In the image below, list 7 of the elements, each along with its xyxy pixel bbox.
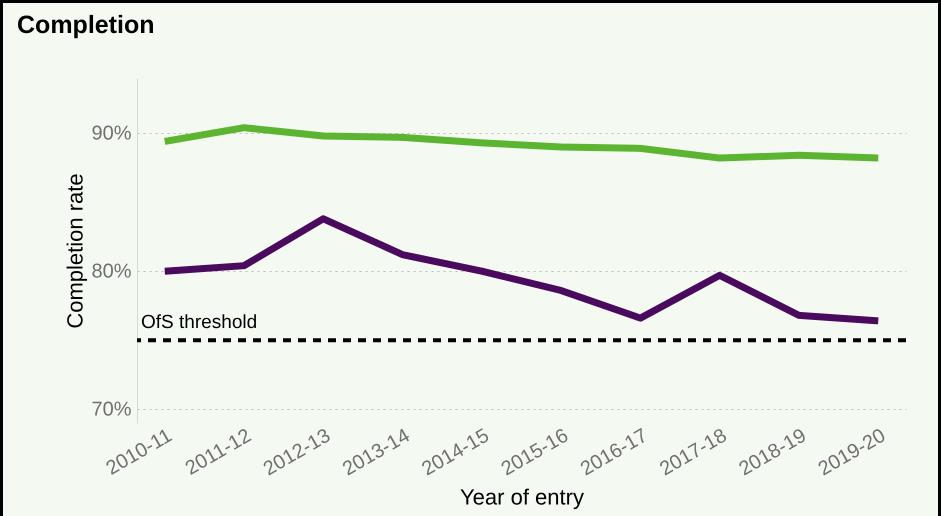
chart-title: Completion xyxy=(17,11,154,39)
y-tick-label: 80% xyxy=(91,260,132,283)
ref-line-label: OfS threshold xyxy=(141,312,258,334)
y-axis-title: Completion rate xyxy=(62,173,88,329)
y-tick-label: 90% xyxy=(91,122,132,145)
y-tick-label: 70% xyxy=(91,398,132,421)
x-axis-title: Year of entry xyxy=(460,484,584,510)
